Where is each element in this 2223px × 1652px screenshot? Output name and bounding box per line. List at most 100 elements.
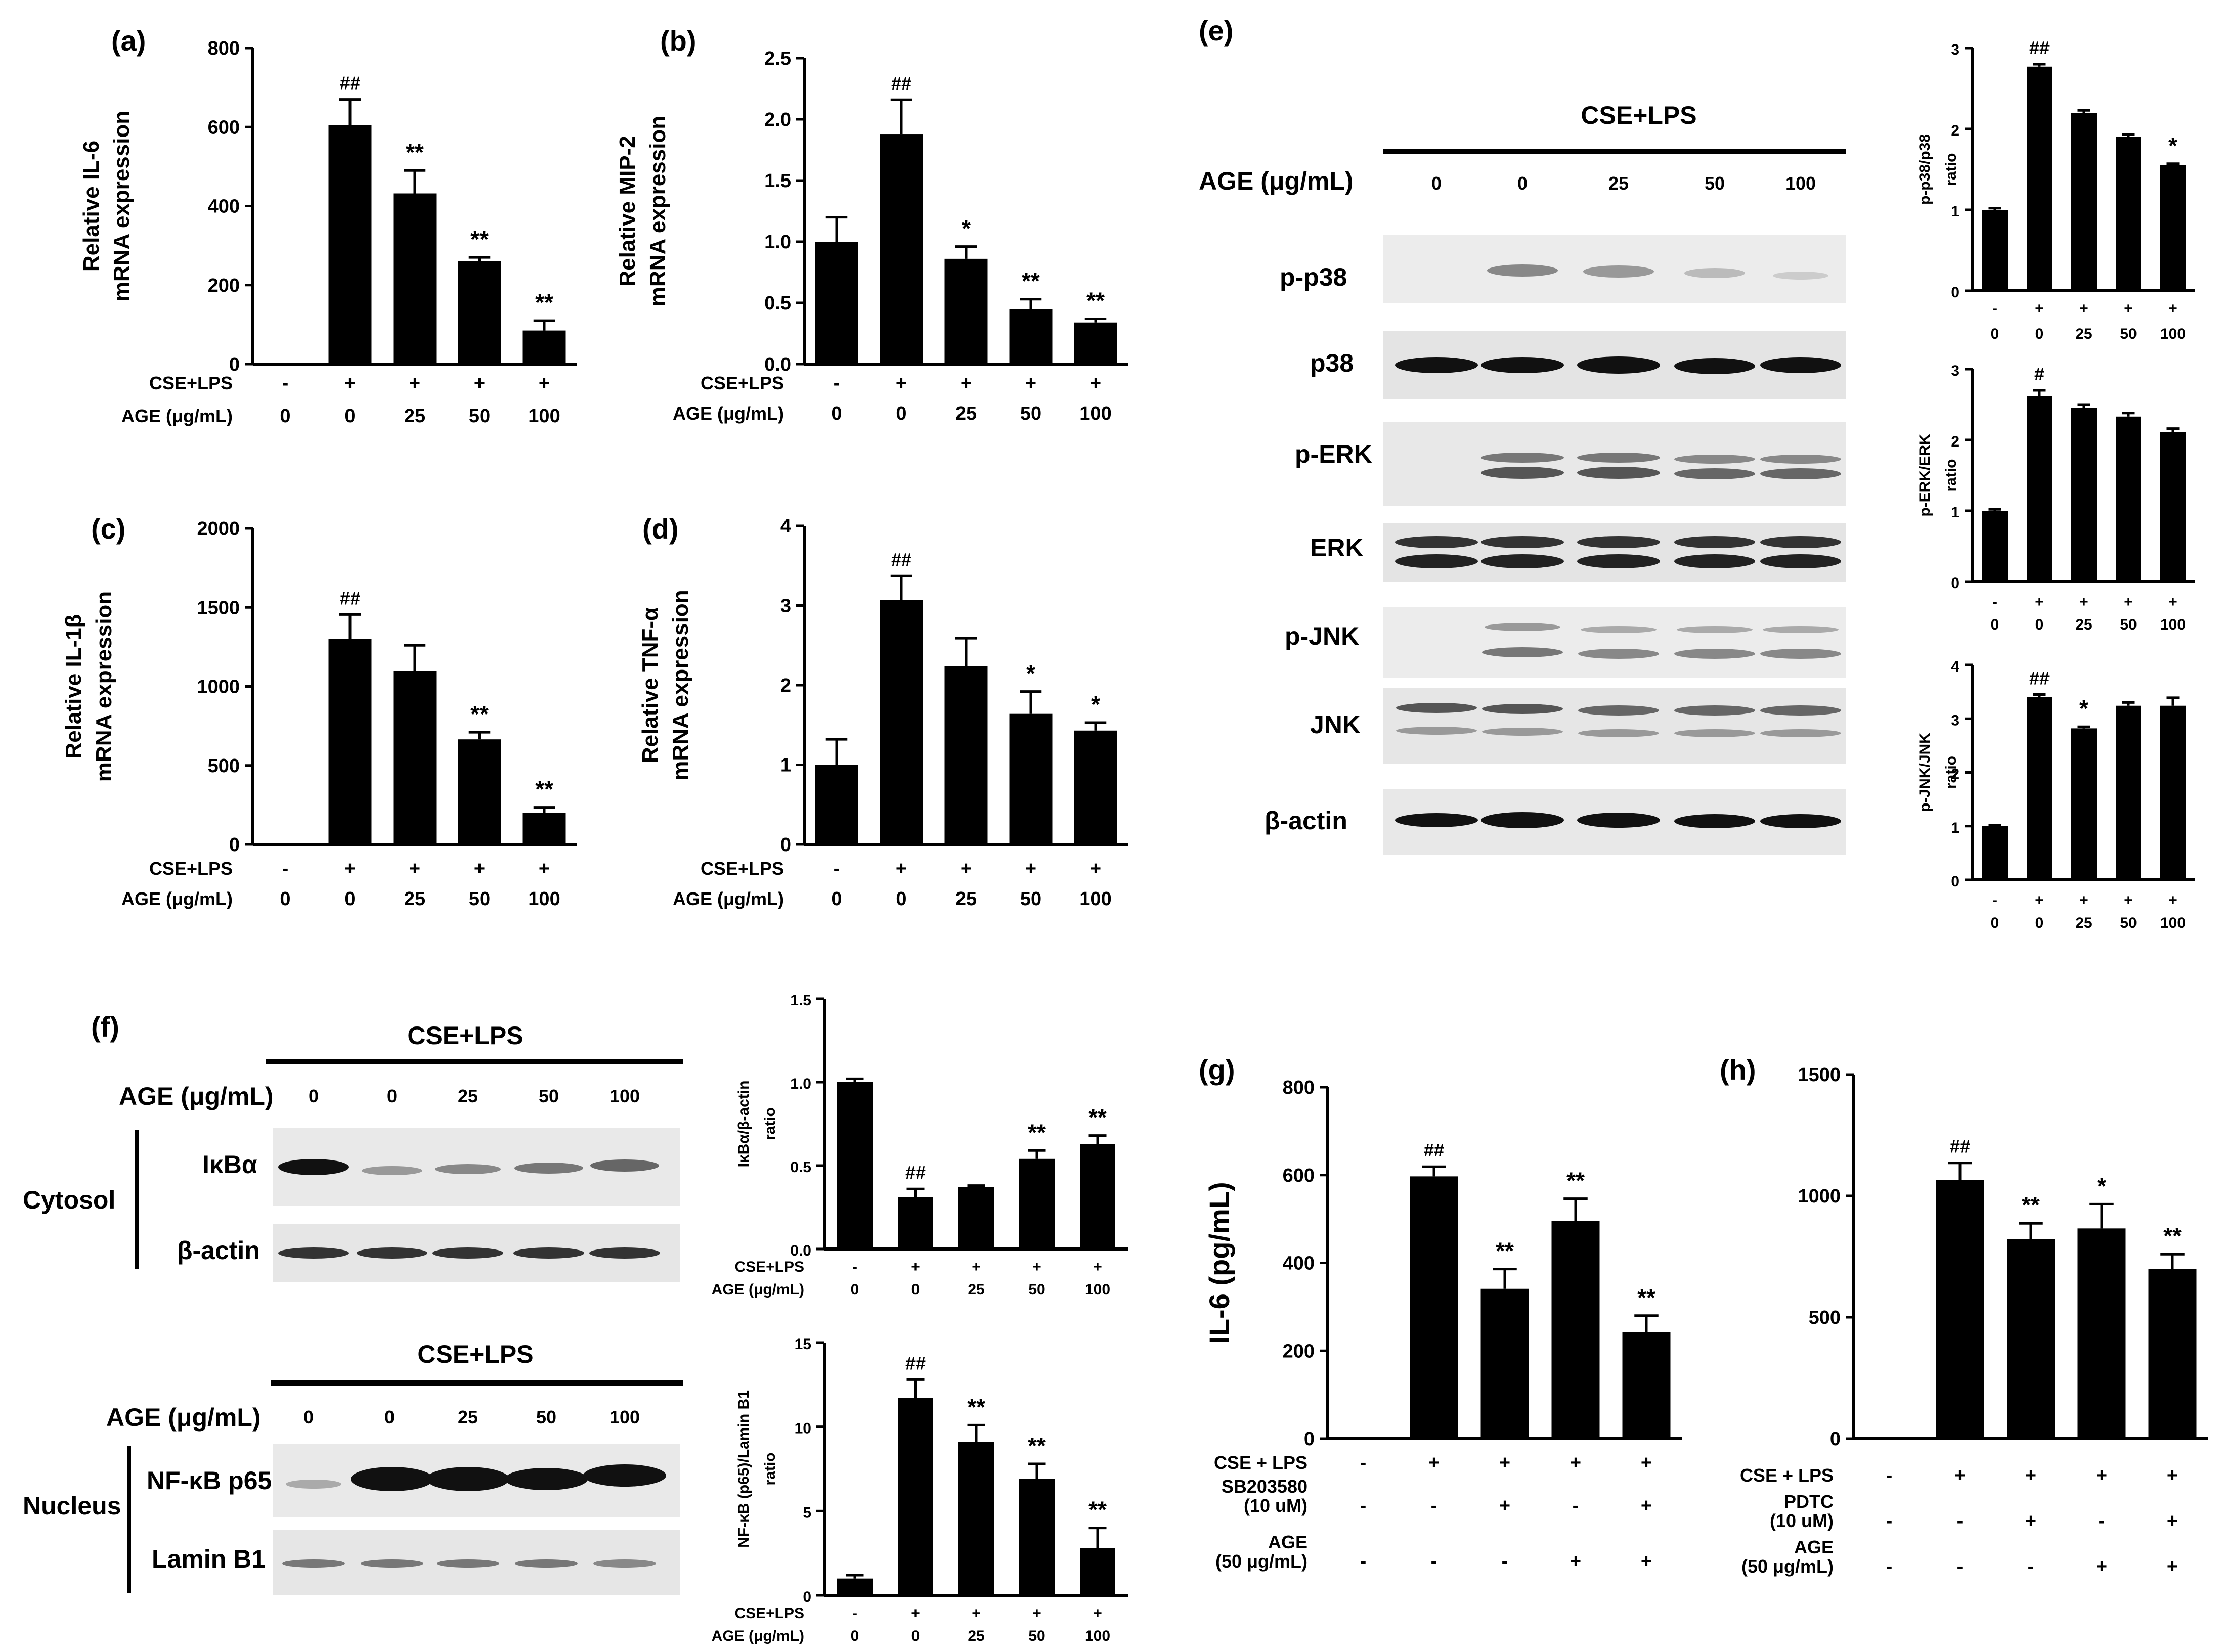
- row-value-a: +: [474, 373, 485, 394]
- bar-e1: [2116, 137, 2141, 291]
- row-value-e1: 50: [2120, 326, 2137, 342]
- row-label-f1: CSE+LPS: [734, 1259, 804, 1275]
- row-value-a: 0: [280, 406, 290, 427]
- row-value-d: 50: [1020, 888, 1041, 910]
- blot-band: [1577, 536, 1660, 548]
- significance-mark-g: **: [1637, 1284, 1655, 1311]
- y-axis-title-b: Relative MIP-2: [615, 136, 640, 286]
- blot-band: [1760, 554, 1841, 568]
- blot-f-dose: 0: [384, 1407, 395, 1427]
- blot-f-row-label: β-actin: [177, 1236, 260, 1265]
- y-tick-label-f1: 1.0: [790, 1076, 811, 1092]
- bar-b: [815, 242, 858, 364]
- row-value-f2: 0: [851, 1628, 859, 1644]
- y-tick-label-d: 3: [780, 596, 791, 617]
- row-value-h: +: [2096, 1556, 2107, 1577]
- y-tick-label-h: 0: [1830, 1428, 1841, 1450]
- row-value-c: 25: [404, 888, 425, 910]
- row-value-g: +: [1570, 1551, 1581, 1572]
- row-value-a: +: [344, 373, 356, 394]
- blot-e-row-label: ERK: [1310, 533, 1364, 562]
- row-value-f1: 25: [968, 1281, 984, 1298]
- row-value-c: 0: [280, 888, 290, 910]
- blot-f-cyto-age-label: AGE (μg/mL): [119, 1082, 274, 1110]
- row-value-g: +: [1641, 1495, 1652, 1516]
- blot-band: [361, 1559, 423, 1568]
- y-axis-title-c: mRNA expression: [92, 591, 116, 782]
- panel-label-h: (h): [1720, 1054, 1756, 1086]
- row-value-e1: 25: [2075, 326, 2092, 342]
- blot-band: [1674, 554, 1755, 568]
- row-value-b: 0: [896, 403, 906, 424]
- significance-mark-f1: **: [1028, 1119, 1046, 1145]
- row-value-f1: +: [911, 1259, 920, 1275]
- row-value-f1: +: [1093, 1259, 1102, 1275]
- significance-mark-g: **: [1566, 1168, 1585, 1194]
- row-label-c: CSE+LPS: [149, 858, 233, 879]
- row-value-h: +: [1954, 1465, 1966, 1486]
- blot-band: [590, 1159, 659, 1172]
- row-value-f2: 25: [968, 1628, 984, 1644]
- blot-e-group-label: CSE+LPS: [1581, 101, 1696, 129]
- row-value-f2: 100: [1085, 1628, 1110, 1644]
- significance-mark-a: **: [535, 289, 553, 316]
- significance-mark-b: **: [1022, 268, 1040, 294]
- row-value-d: 0: [896, 888, 906, 910]
- blot-e-age-label: AGE (μg/mL): [1199, 167, 1354, 195]
- row-value-e1: +: [2035, 300, 2044, 317]
- y-tick-label-b: 2.0: [764, 109, 791, 130]
- y-tick-label-b: 0.5: [764, 293, 791, 314]
- y-tick-label-c: 500: [208, 755, 240, 777]
- y-tick-label-d: 1: [780, 755, 791, 776]
- row-value-h: +: [2167, 1556, 2178, 1577]
- bar-b: [880, 134, 923, 364]
- blot-band: [1583, 265, 1654, 278]
- blot-f-dose: 0: [387, 1086, 397, 1106]
- bar-a: [393, 193, 437, 364]
- y-tick-label-f1: 0.5: [790, 1159, 811, 1176]
- row-value-f1: +: [1032, 1259, 1041, 1275]
- blot-band: [1578, 705, 1659, 716]
- row-value-f1: 50: [1028, 1281, 1045, 1298]
- blot-f-dose: 50: [536, 1407, 556, 1427]
- bar-e1: [1982, 210, 2008, 291]
- row-value-e2: +: [2124, 594, 2133, 610]
- blot-band: [351, 1467, 433, 1491]
- y-axis-title-f2: ratio: [762, 1452, 778, 1485]
- y-tick-label-e2: 0: [1951, 575, 1959, 592]
- blot-e-strip: [1383, 523, 1846, 582]
- significance-mark-f2: **: [1028, 1433, 1046, 1459]
- y-tick-label-e3: 0: [1951, 873, 1959, 890]
- row-value-h: -: [1886, 1465, 1893, 1486]
- blot-band: [1760, 649, 1841, 659]
- row-label-f1: AGE (μg/mL): [712, 1281, 804, 1298]
- blot-e-row-label: JNK: [1310, 710, 1361, 739]
- row-value-d: -: [834, 858, 840, 879]
- row-value-g: +: [1570, 1452, 1581, 1474]
- row-label-b: CSE+LPS: [701, 373, 784, 393]
- blot-band: [1481, 812, 1564, 828]
- row-value-e2: +: [2168, 594, 2177, 610]
- row-value-b: 50: [1020, 403, 1041, 424]
- row-label-f2: AGE (μg/mL): [712, 1628, 804, 1644]
- bar-f2: [1019, 1479, 1055, 1595]
- row-label-g: (10 uM): [1244, 1495, 1307, 1516]
- blot-band: [278, 1247, 349, 1259]
- blot-band: [1760, 468, 1841, 479]
- significance-mark-a: **: [470, 226, 489, 252]
- blot-band: [1577, 453, 1660, 463]
- bar-c: [458, 739, 501, 844]
- y-axis-title-b: mRNA expression: [645, 116, 670, 306]
- blot-band: [1481, 536, 1564, 548]
- blot-e-strip: [1383, 422, 1846, 506]
- row-value-g: +: [1641, 1452, 1652, 1474]
- row-value-a: 25: [404, 406, 425, 427]
- panel-label-f: (f): [91, 1011, 119, 1043]
- row-label-g: CSE + LPS: [1214, 1452, 1307, 1473]
- blot-e-row-label: p-p38: [1280, 263, 1347, 291]
- row-label-f2: CSE+LPS: [734, 1605, 804, 1622]
- row-value-a: 50: [469, 406, 490, 427]
- row-value-d: +: [896, 858, 907, 879]
- blot-f-dose: 50: [539, 1086, 559, 1106]
- row-value-g: +: [1499, 1495, 1510, 1516]
